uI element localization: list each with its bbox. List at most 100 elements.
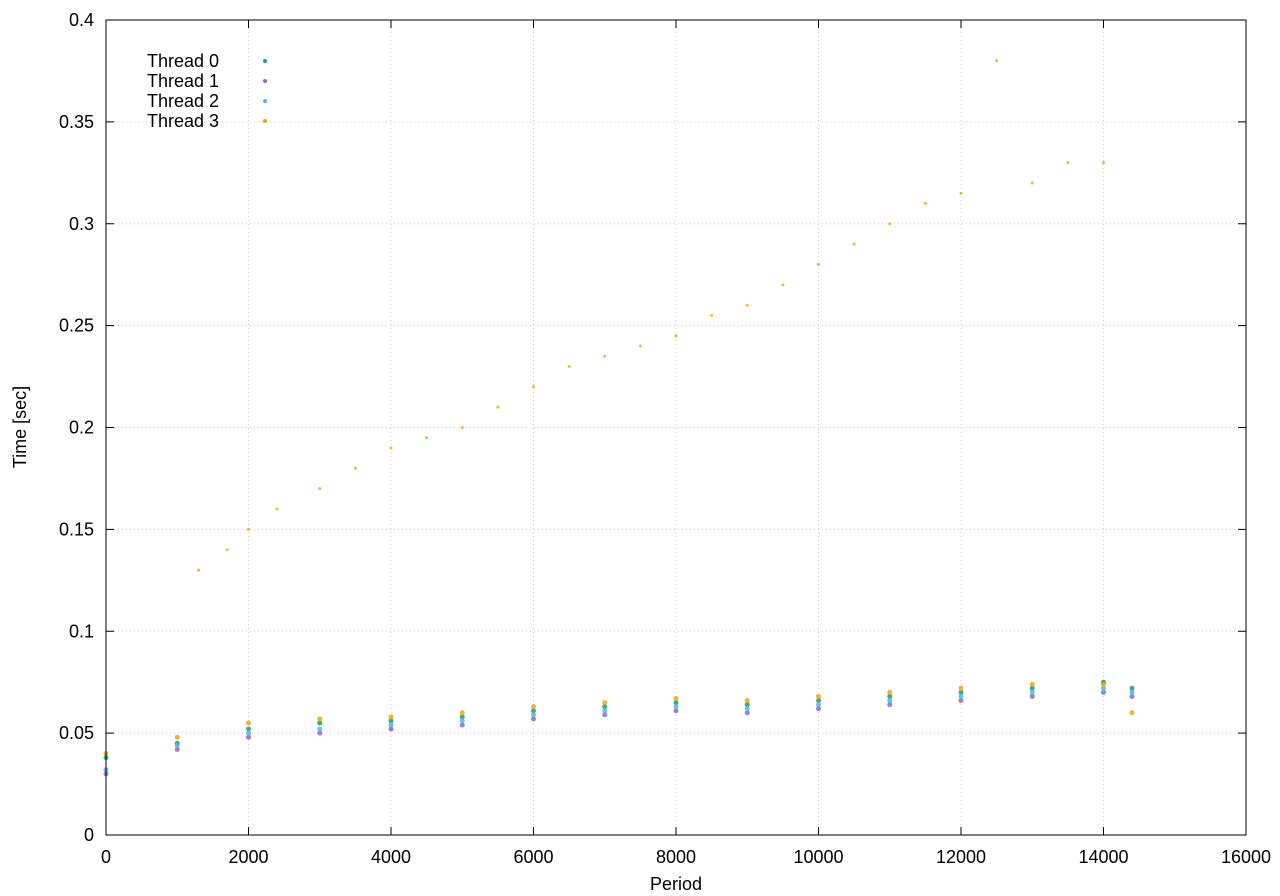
data-point xyxy=(459,722,465,728)
outlier-point xyxy=(460,426,464,429)
data-point xyxy=(317,730,323,736)
data-point xyxy=(459,718,465,724)
data-point xyxy=(958,693,964,699)
data-point xyxy=(1101,681,1106,687)
data-point xyxy=(744,706,750,712)
outlier-point xyxy=(389,446,393,450)
data-point xyxy=(317,716,323,722)
data-point xyxy=(1129,685,1135,691)
data-point xyxy=(744,698,750,704)
data-point xyxy=(459,710,465,716)
data-point xyxy=(673,700,679,706)
outlier-point xyxy=(603,354,607,358)
data-point xyxy=(1101,689,1106,695)
data-point xyxy=(958,689,964,695)
y-tick-label: 0.2 xyxy=(69,418,94,438)
data-point xyxy=(887,698,893,704)
y-tick-label: 0.35 xyxy=(59,112,94,132)
x-tick-label: 12000 xyxy=(936,847,986,867)
outlier-point xyxy=(959,191,963,195)
data-point xyxy=(816,702,821,708)
outlier-point xyxy=(532,385,535,389)
outlier-point xyxy=(353,466,357,470)
data-point xyxy=(673,695,679,701)
series-thread-1 xyxy=(103,689,1135,777)
data-point xyxy=(531,712,536,718)
legend-label: Thread 3 xyxy=(147,111,219,131)
data-point xyxy=(1029,681,1035,687)
outlier-point xyxy=(852,242,856,246)
data-point xyxy=(246,730,251,736)
outlier-point xyxy=(247,527,250,531)
data-point xyxy=(602,700,608,706)
outlier-point xyxy=(567,364,571,368)
series-thread-3 xyxy=(103,681,1135,756)
outlier-point xyxy=(817,263,820,266)
data-point xyxy=(388,718,394,724)
data-point xyxy=(388,722,394,728)
data-point xyxy=(602,712,608,718)
x-tick-label: 2000 xyxy=(228,847,268,867)
data-point xyxy=(673,708,679,714)
outlier-point xyxy=(1066,161,1070,165)
outlier-point xyxy=(1030,181,1034,185)
data-point xyxy=(174,734,180,740)
y-tick-label: 0.15 xyxy=(59,519,94,539)
data-point xyxy=(744,710,750,716)
data-point xyxy=(816,706,821,712)
outlier-point xyxy=(638,344,642,348)
data-point xyxy=(887,693,893,699)
data-points xyxy=(103,59,1135,777)
data-point xyxy=(887,689,893,695)
data-point xyxy=(531,708,536,714)
y-tick-label: 0.4 xyxy=(69,10,94,30)
data-point xyxy=(1101,685,1106,691)
data-point xyxy=(816,698,821,704)
data-point xyxy=(958,685,964,691)
outlier-point xyxy=(496,405,500,409)
data-point xyxy=(744,702,750,708)
outlier-point xyxy=(1102,161,1105,165)
data-point xyxy=(531,716,536,722)
outlier-point xyxy=(995,59,999,63)
legend-label: Thread 0 xyxy=(147,51,219,71)
outlier-point xyxy=(888,222,892,226)
data-point xyxy=(602,704,608,710)
data-point xyxy=(388,714,394,720)
axis-ticks xyxy=(105,19,1247,836)
data-point xyxy=(246,726,251,732)
data-point xyxy=(1129,689,1135,695)
data-point xyxy=(174,742,180,748)
legend-marker xyxy=(263,99,267,103)
data-point xyxy=(459,714,465,720)
y-tick-label: 0.05 xyxy=(59,723,94,743)
y-tick-label: 0.1 xyxy=(69,621,94,641)
data-point xyxy=(246,720,251,726)
data-point xyxy=(1029,693,1035,699)
outlier-point xyxy=(923,201,927,205)
outlier-point xyxy=(318,487,322,491)
x-tick-label: 4000 xyxy=(371,847,411,867)
data-point xyxy=(887,702,893,708)
x-tick-labels: 0 2000 4000 6000 8000 10000 12000 14000 16000 xyxy=(101,847,1271,867)
data-point xyxy=(958,698,964,704)
data-point xyxy=(317,726,323,732)
outlier-point xyxy=(710,313,714,317)
x-tick-label: 14000 xyxy=(1078,847,1128,867)
legend-label: Thread 1 xyxy=(147,71,219,91)
outlier-points xyxy=(197,59,1105,572)
y-tick-label: 0 xyxy=(84,825,94,845)
y-tick-label: 0.25 xyxy=(59,316,94,336)
data-point xyxy=(246,734,251,740)
legend-label: Thread 2 xyxy=(147,91,219,111)
outlier-point xyxy=(781,283,785,287)
outlier-point xyxy=(745,303,749,307)
x-tick-label: 8000 xyxy=(656,847,696,867)
outlier-point xyxy=(425,436,429,440)
x-tick-label: 10000 xyxy=(793,847,843,867)
data-point xyxy=(174,746,180,752)
x-tick-label: 0 xyxy=(101,847,111,867)
y-tick-labels: 0 0.05 0.1 0.15 0.2 0.25 0.3 0.35 0.4 xyxy=(59,10,94,845)
